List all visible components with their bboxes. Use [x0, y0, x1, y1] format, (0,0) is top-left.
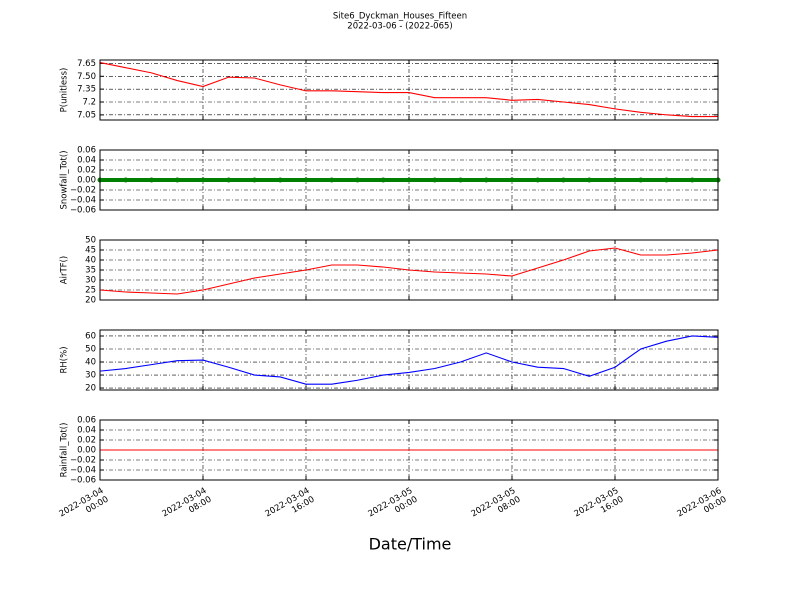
data-point: [638, 177, 644, 183]
axes-frame: [99, 419, 719, 481]
y-tick-label: 0.02: [77, 166, 96, 176]
data-point: [355, 177, 360, 183]
y-tick-label: 7.50: [77, 72, 96, 82]
y-tick-label: 0.04: [77, 156, 96, 166]
data-point: [561, 177, 566, 183]
data-point: [329, 177, 335, 183]
y-tick-label: −0.02: [70, 456, 96, 466]
data-point: [509, 177, 515, 183]
data-point: [380, 177, 386, 183]
y-tick-label: 0.06: [77, 416, 96, 426]
y-axis-label: RH(%): [60, 346, 70, 373]
data-point: [458, 177, 463, 183]
data-point: [149, 177, 154, 183]
y-tick-label: 20: [85, 384, 96, 394]
data-point: [200, 177, 206, 183]
y-tick-label: 30: [85, 276, 96, 286]
y-tick-label: −0.04: [70, 466, 96, 476]
y-axis-label: AirTF(): [60, 256, 70, 284]
y-tick-label: 7.65: [77, 59, 96, 69]
axes-frame: [99, 239, 719, 301]
y-tick-label: 7.05: [77, 110, 96, 120]
y-tick-label: 40: [85, 358, 96, 368]
data-line: [99, 62, 718, 118]
y-tick-label: −0.02: [70, 186, 96, 196]
data-point: [123, 177, 129, 183]
data-point: [226, 177, 232, 183]
y-tick-label: 45: [85, 246, 96, 256]
x-axis-label: Date/Time: [369, 535, 452, 554]
y-tick-label: 0.06: [77, 146, 96, 156]
chart-title: Site6_Dyckman_Houses_Fifteen: [333, 12, 467, 22]
y-tick-label: 35: [85, 266, 96, 276]
axes-frame: [99, 149, 719, 211]
axes-frame: [99, 59, 719, 121]
data-point: [174, 177, 180, 183]
y-tick-label: 40: [85, 256, 96, 266]
data-line: [99, 335, 719, 385]
data-point: [612, 177, 618, 183]
y-tick-label: 7.35: [77, 85, 96, 95]
y-tick-label: 0.02: [77, 436, 96, 446]
y-axis-label: P(unitless): [60, 68, 70, 113]
data-point: [689, 177, 695, 183]
y-tick-label: −0.06: [70, 476, 96, 486]
y-tick-label: −0.06: [70, 206, 96, 216]
data-point: [535, 177, 541, 183]
axes-frame: [99, 329, 719, 391]
y-tick-label: 30: [85, 371, 96, 381]
data-point: [277, 177, 283, 183]
y-axis-label: Snowfall_Tot(): [60, 150, 70, 209]
y-tick-label: −0.04: [70, 196, 96, 206]
data-point: [303, 177, 309, 183]
y-tick-label: 25: [85, 286, 96, 296]
data-point: [664, 177, 669, 183]
y-tick-label: 0.04: [77, 426, 96, 436]
data-point: [432, 177, 438, 183]
data-line: [99, 247, 719, 295]
chart-subtitle: 2022-03-06 - (2022-065): [347, 22, 452, 32]
data-point: [252, 177, 257, 183]
y-axis-label: Rainfall_Tot(): [60, 423, 70, 478]
y-tick-label: 50: [85, 236, 96, 246]
data-point: [483, 177, 489, 183]
data-point: [406, 177, 412, 183]
data-point: [586, 177, 592, 183]
y-tick-label: 0.00: [77, 446, 96, 456]
y-tick-label: 7.2: [82, 98, 96, 108]
y-tick-label: 50: [85, 345, 96, 355]
y-tick-label: 20: [85, 296, 96, 306]
y-tick-label: 60: [85, 331, 96, 341]
y-tick-label: 0.00: [77, 176, 96, 186]
